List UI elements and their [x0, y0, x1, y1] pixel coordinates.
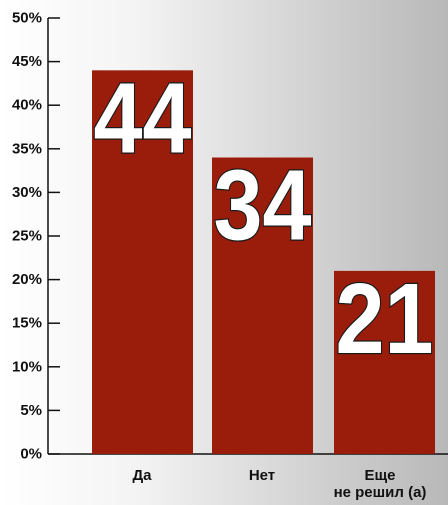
x-category-label-line: Нет [249, 467, 275, 484]
bar [92, 70, 193, 454]
y-tick-label: 15% [12, 315, 42, 332]
bar-value-label: 21 [336, 263, 434, 375]
x-category-label: Да [132, 467, 152, 484]
chart-axes: 0% 5% 10% 15% 20% 25% 30% 35% 40% 45% 50% [12, 10, 448, 463]
y-tick-label: 5% [20, 402, 42, 419]
x-category-label: Нет [249, 467, 275, 484]
y-tick-label: 30% [12, 184, 42, 201]
chart-bars [92, 70, 435, 454]
bar [212, 157, 313, 454]
bar-value-label: 44 [94, 62, 192, 174]
x-category-label-line: Еще [364, 467, 395, 484]
y-tick-label: 40% [12, 97, 42, 114]
y-tick-label: 0% [20, 446, 42, 463]
bar [334, 270, 435, 454]
y-tick-label: 10% [12, 358, 42, 375]
bar-value-label: 34 [214, 150, 312, 262]
y-tick-label: 35% [12, 140, 42, 157]
x-category-label-line: не решил (а) [334, 484, 427, 501]
y-tick-label: 20% [12, 271, 42, 288]
y-tick-label: 25% [12, 228, 42, 245]
y-tick-label: 45% [12, 53, 42, 70]
y-tick-label: 50% [12, 10, 42, 27]
x-category-label-line: Да [132, 467, 152, 484]
